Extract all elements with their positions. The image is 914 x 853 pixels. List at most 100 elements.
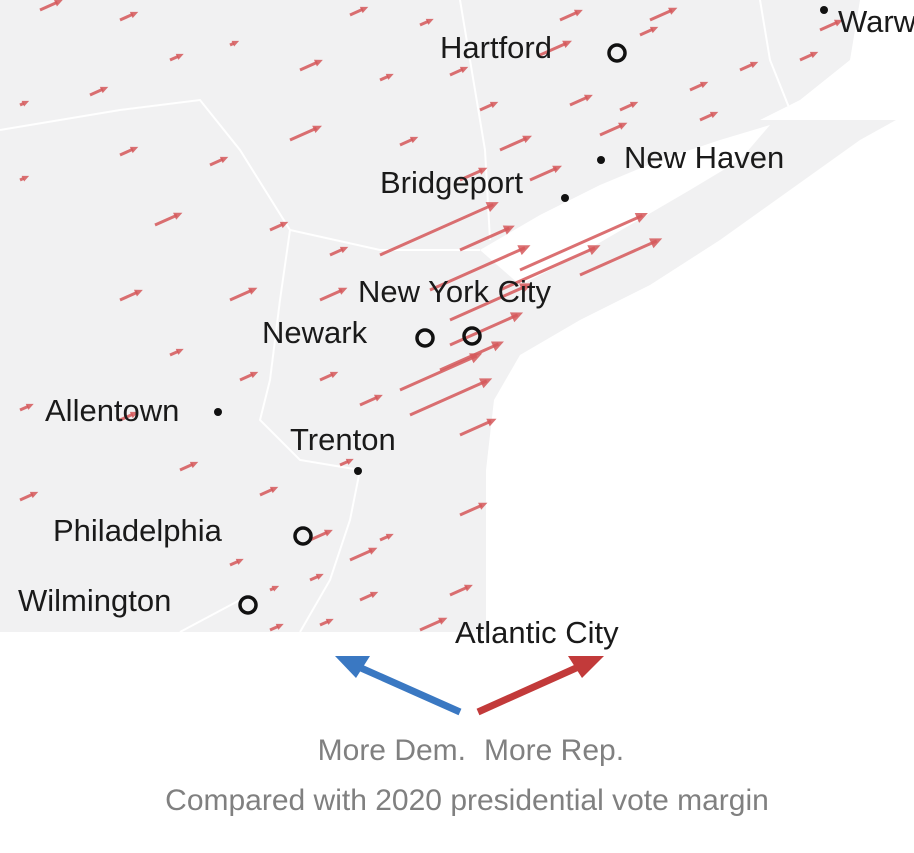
shift-arrow — [319, 619, 329, 627]
shift-arrow-head — [478, 502, 488, 510]
shift-arrow-head — [699, 81, 709, 89]
shift-arrow-head — [709, 111, 719, 119]
shift-arrow — [639, 27, 654, 37]
shift-arrow-head — [133, 289, 143, 297]
shift-arrow-head — [463, 584, 473, 592]
legend: More Dem. More Rep. Compared with 2020 p… — [165, 656, 769, 817]
shift-arrow — [689, 82, 704, 92]
city-label: Atlantic City — [455, 615, 619, 650]
shift-arrow-head — [368, 547, 378, 555]
shift-arrow-head — [129, 146, 139, 154]
shift-arrow-head — [485, 202, 499, 212]
city-label: Philadelphia — [53, 513, 223, 548]
legend-rep-head — [568, 656, 604, 678]
city-label: Bridgeport — [380, 165, 523, 200]
shift-arrow-head — [478, 167, 488, 175]
shift-arrow-head — [519, 283, 533, 294]
shift-arrow-head — [369, 591, 379, 599]
shift-arrow-head — [649, 26, 659, 34]
city-labels: Hartford Warw New Haven Bridgeport New York … — [18, 4, 914, 650]
shift-arrow-head — [587, 245, 601, 256]
shift-arrow — [519, 214, 644, 272]
shift-arrow — [559, 10, 578, 22]
legend-dem-head — [335, 656, 370, 678]
city-label: New Haven — [624, 140, 784, 175]
shift-arrow — [229, 288, 253, 302]
city-marker — [462, 326, 482, 346]
legend-caption: Compared with 2020 presidential vote mar… — [165, 784, 769, 817]
shift-arrow — [379, 534, 389, 542]
shift-arrow-head — [315, 573, 324, 580]
shift-arrow — [619, 102, 634, 112]
ocean — [486, 110, 914, 632]
shift-arrow-head — [509, 312, 524, 323]
shift-arrow-head — [99, 86, 109, 94]
shift-arrow-head — [325, 618, 334, 625]
city-marker — [607, 43, 627, 63]
shift-arrow-head — [21, 100, 30, 107]
shift-arrow — [499, 136, 528, 152]
shift-arrow — [499, 246, 596, 292]
shift-arrow-head — [562, 40, 572, 49]
shift-arrow — [399, 354, 478, 392]
shift-arrow-head — [359, 6, 369, 14]
shift-arrow — [409, 379, 488, 417]
shift-arrow-head — [339, 246, 349, 254]
shift-arrow — [39, 0, 58, 12]
shift-arrow-head — [649, 238, 663, 249]
shift-arrow — [799, 52, 814, 62]
long-island-sound — [480, 125, 770, 285]
shift-arrow — [229, 559, 239, 567]
shift-arrow — [449, 67, 464, 77]
shift-arrow — [169, 54, 179, 62]
shift-arrow-head — [269, 486, 279, 494]
shift-arrow-head — [409, 136, 419, 144]
shift-arrow — [459, 419, 492, 437]
shift-arrow-head — [479, 378, 493, 389]
shift-arrow-head — [438, 617, 448, 625]
shift-arrow — [379, 74, 389, 82]
shift-arrow — [819, 20, 838, 32]
shift-arrow — [449, 284, 528, 322]
shift-arrow — [89, 87, 104, 97]
shift-arrow-head — [271, 585, 280, 592]
shift-arrow — [239, 372, 254, 382]
shift-arrow — [339, 459, 349, 467]
shift-arrow-head — [231, 40, 240, 47]
shift-arrow — [299, 60, 318, 72]
shift-arrow — [359, 592, 374, 602]
shift-arrow-head — [279, 221, 289, 229]
shift-arrow-head — [249, 371, 259, 379]
shift-arrow-head — [490, 341, 504, 352]
shift-arrow-head — [459, 66, 469, 74]
shift-arrow-head — [175, 348, 184, 355]
shift-arrow-head — [235, 558, 244, 565]
shift-arrow — [379, 203, 494, 257]
shift-arrow-head — [129, 11, 139, 19]
shift-arrow — [119, 12, 134, 22]
shift-arrow-head — [502, 225, 515, 235]
shift-arrow — [349, 7, 364, 17]
shift-arrow — [479, 102, 494, 112]
shift-arrow-head — [54, 0, 63, 7]
city-label: New York City — [358, 274, 551, 309]
shift-arrow-head — [219, 156, 229, 164]
shift-arrow-head — [583, 94, 593, 102]
shift-arrow-head — [486, 418, 497, 427]
shift-arrow-head — [749, 61, 759, 69]
shift-arrow — [739, 62, 754, 72]
shift-arrow-head — [248, 287, 258, 295]
shift-arrow — [269, 624, 279, 632]
legend-dem: More Dem. — [318, 734, 466, 767]
shift-arrow-head — [668, 7, 678, 15]
shift-arrow — [289, 126, 318, 142]
shift-arrow — [119, 147, 134, 157]
shift-arrow-head — [173, 212, 183, 220]
shift-arrow-head — [189, 461, 199, 469]
shift-arrow-head — [373, 394, 383, 402]
shift-arrow — [19, 404, 29, 412]
shift-arrow-head — [275, 623, 284, 630]
city-label: Wilmington — [18, 583, 171, 618]
city-marker — [415, 328, 435, 348]
city-marker — [293, 526, 313, 546]
